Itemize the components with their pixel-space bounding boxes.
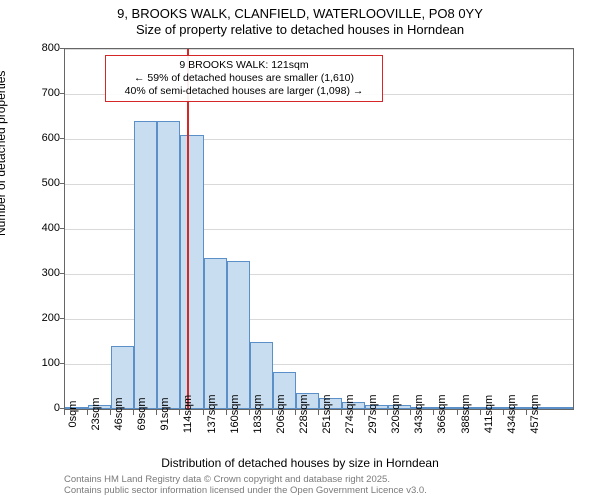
x-tick-label: 228sqm (298, 394, 310, 433)
x-tick-label: 274sqm (344, 394, 356, 433)
x-tick-mark (110, 410, 111, 415)
x-tick-mark (133, 410, 134, 415)
y-tick-label: 700 (24, 87, 60, 99)
x-tick-label: 388sqm (460, 394, 472, 433)
x-tick-mark (387, 410, 388, 415)
histogram-bar (550, 407, 573, 409)
x-tick-label: 23sqm (90, 397, 102, 430)
x-tick-mark (364, 410, 365, 415)
x-tick-mark (341, 410, 342, 415)
x-tick-mark (226, 410, 227, 415)
x-tick-label: 457sqm (529, 394, 541, 433)
x-tick-label: 411sqm (483, 395, 495, 433)
histogram-bar (204, 258, 227, 409)
plot-area: 9 BROOKS WALK: 121sqm ← 59% of detached … (64, 48, 574, 410)
x-tick-mark (272, 410, 273, 415)
x-tick-label: 206sqm (275, 394, 287, 433)
y-axis-label: Number of detached properties (0, 71, 8, 236)
histogram-bar (227, 261, 250, 410)
x-tick-mark (295, 410, 296, 415)
histogram-bar (157, 121, 180, 409)
footer-line2: Contains public sector information licen… (64, 485, 574, 496)
x-tick-label: 46sqm (113, 397, 125, 430)
x-tick-mark (87, 410, 88, 415)
x-tick-mark (457, 410, 458, 415)
title-address: 9, BROOKS WALK, CLANFIELD, WATERLOOVILLE… (0, 6, 600, 22)
x-tick-mark (433, 410, 434, 415)
x-tick-label: 91sqm (159, 397, 171, 430)
x-tick-mark (249, 410, 250, 415)
x-tick-label: 434sqm (506, 394, 518, 433)
y-tick-label: 400 (24, 222, 60, 234)
histogram-bar (134, 121, 157, 409)
y-tick-label: 800 (24, 42, 60, 54)
x-tick-mark (480, 410, 481, 415)
x-tick-mark (503, 410, 504, 415)
x-tick-label: 251sqm (321, 394, 333, 433)
y-tick-label: 600 (24, 132, 60, 144)
x-tick-mark (203, 410, 204, 415)
y-tick-label: 0 (24, 402, 60, 414)
x-tick-label: 366sqm (436, 394, 448, 433)
x-tick-mark (156, 410, 157, 415)
x-axis-label: Distribution of detached houses by size … (0, 456, 600, 470)
x-tick-label: 69sqm (136, 397, 148, 430)
annotation-line1: 9 BROOKS WALK: 121sqm (112, 59, 376, 72)
x-tick-label: 137sqm (206, 394, 218, 433)
y-tick-label: 500 (24, 177, 60, 189)
x-tick-label: 183sqm (252, 394, 264, 433)
grid-line (65, 49, 573, 50)
x-tick-label: 114sqm (182, 395, 194, 433)
x-tick-mark (410, 410, 411, 415)
annotation-box: 9 BROOKS WALK: 121sqm ← 59% of detached … (105, 55, 383, 102)
y-tick-label: 100 (24, 357, 60, 369)
x-tick-label: 297sqm (367, 394, 379, 433)
footer-line1: Contains HM Land Registry data © Crown c… (64, 474, 574, 485)
x-tick-mark (318, 410, 319, 415)
x-tick-label: 0sqm (67, 401, 79, 428)
title-subtitle: Size of property relative to detached ho… (0, 22, 600, 38)
y-tick-label: 300 (24, 267, 60, 279)
x-tick-label: 160sqm (229, 394, 241, 433)
x-tick-mark (179, 410, 180, 415)
y-tick-label: 200 (24, 312, 60, 324)
x-tick-mark (64, 410, 65, 415)
chart-container: 9, BROOKS WALK, CLANFIELD, WATERLOOVILLE… (0, 0, 600, 500)
x-tick-label: 343sqm (413, 394, 425, 433)
x-tick-mark (526, 410, 527, 415)
annotation-line2: ← 59% of detached houses are smaller (1,… (112, 72, 376, 85)
annotation-line3: 40% of semi-detached houses are larger (… (112, 85, 376, 98)
marker-line (187, 49, 189, 409)
title-block: 9, BROOKS WALK, CLANFIELD, WATERLOOVILLE… (0, 0, 600, 39)
x-tick-label: 320sqm (390, 394, 402, 433)
histogram-bar (180, 135, 203, 410)
